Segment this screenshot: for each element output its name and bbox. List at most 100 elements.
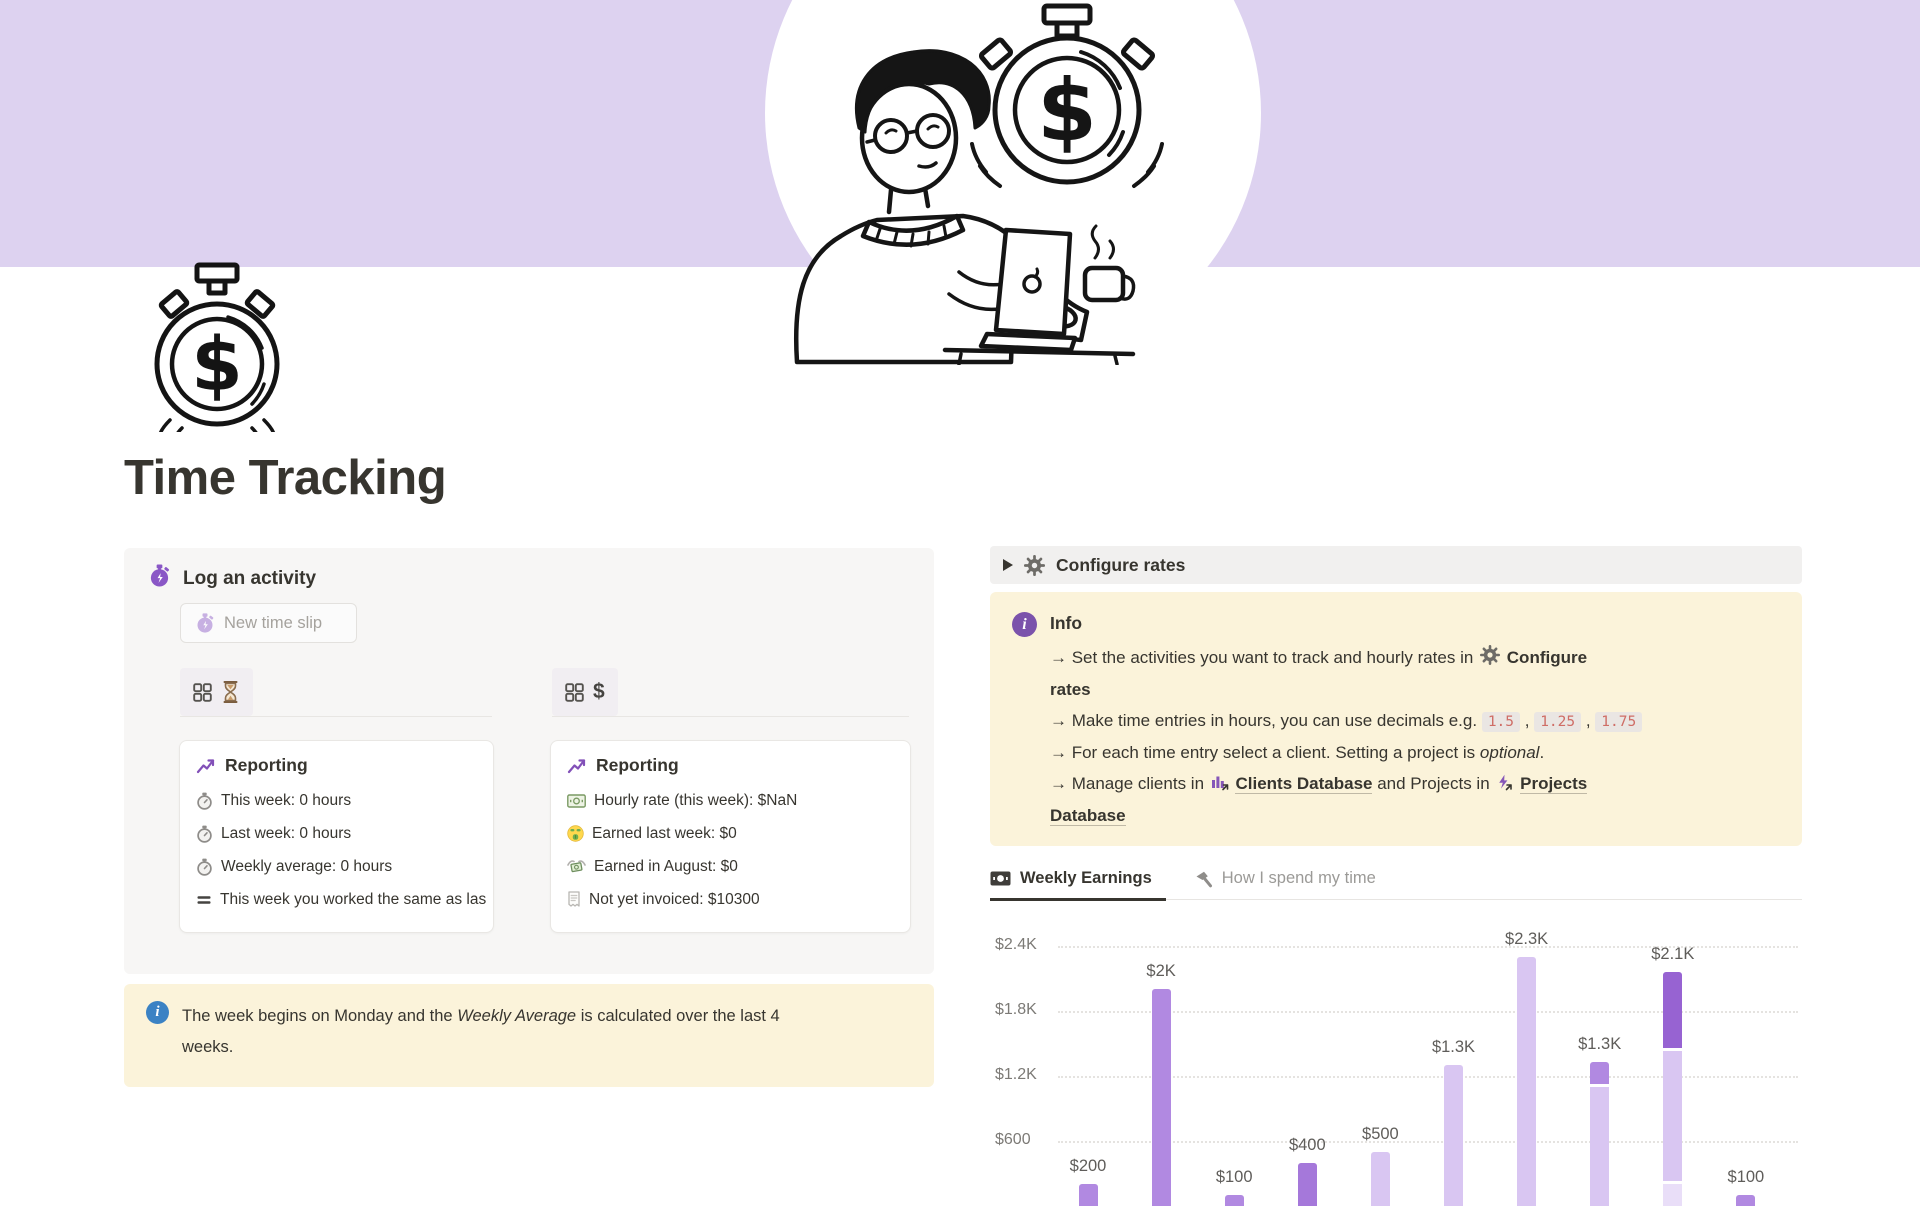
gridline bbox=[1058, 946, 1798, 948]
info-text: . bbox=[1539, 742, 1545, 762]
banknote-tab-icon bbox=[990, 871, 1011, 886]
configure-rates-label: Configure rates bbox=[1056, 554, 1186, 575]
laptop-desk-illustration bbox=[942, 224, 1136, 365]
y-tick-label: $1.8K bbox=[995, 1001, 1037, 1018]
report-row-text: Earned in August: $0 bbox=[594, 857, 738, 875]
report-row: Earned in August: $0 bbox=[567, 850, 894, 883]
bar-segment bbox=[1224, 1195, 1244, 1206]
info-text: Configure bbox=[1506, 648, 1588, 667]
reporting-card-hours[interactable]: Reporting This week: 0 hours Last week: 0… bbox=[179, 740, 494, 933]
report-row-text: This week: 0 hours bbox=[221, 791, 352, 809]
configure-rates-toggle[interactable]: Configure rates bbox=[990, 546, 1802, 584]
projects-database-icon bbox=[1496, 774, 1513, 791]
reporting-card-title: Reporting bbox=[196, 755, 477, 776]
linked-view-time-slips[interactable] bbox=[180, 668, 253, 716]
gridline bbox=[1058, 1141, 1798, 1143]
chart-bar[interactable] bbox=[1590, 1062, 1610, 1206]
info-text: → For each time entry select a client. S… bbox=[1050, 742, 1480, 762]
info-icon-purple: i bbox=[1012, 612, 1037, 637]
bar-segment bbox=[1370, 1152, 1390, 1206]
monday-info-callout: i The week begins on Monday and the Week… bbox=[124, 984, 934, 1087]
info-callout-body: → Set the activities you want to track a… bbox=[1050, 642, 1780, 831]
linked-view-earnings[interactable]: $ bbox=[552, 668, 618, 716]
info-callout: i Info → Set the activities you want to … bbox=[990, 592, 1802, 846]
bar-segment bbox=[1517, 957, 1537, 1206]
page-title: Time Tracking bbox=[124, 451, 447, 505]
page-link[interactable]: Projects bbox=[1520, 774, 1588, 794]
bar-value-label: $1.3K bbox=[1431, 1038, 1476, 1056]
gridline bbox=[1058, 1076, 1798, 1078]
inline-code: 1.25 bbox=[1534, 712, 1582, 732]
report-row-text: Earned last week: $0 bbox=[592, 824, 737, 842]
info-line: → Set the activities you want to track a… bbox=[1050, 642, 1780, 674]
chart-bar[interactable] bbox=[1736, 1195, 1756, 1206]
y-tick-label: $1.2K bbox=[995, 1066, 1037, 1083]
page-link[interactable]: Clients Database bbox=[1235, 774, 1373, 794]
equals-icon bbox=[196, 892, 212, 908]
report-row: Hourly rate (this week): $NaN bbox=[567, 784, 894, 817]
dollar-sign-icon: $ bbox=[593, 680, 605, 703]
info-callout-title: Info bbox=[1050, 613, 1083, 633]
bar-segment bbox=[1444, 1065, 1463, 1206]
bar-segment bbox=[1297, 1163, 1317, 1206]
info-text: , bbox=[1520, 711, 1535, 730]
page-link[interactable]: Database bbox=[1050, 805, 1126, 826]
chart-bar[interactable] bbox=[1663, 972, 1683, 1206]
report-row: Not yet invoiced: $10300 bbox=[567, 883, 894, 916]
chart-bar[interactable] bbox=[1078, 1184, 1098, 1206]
report-row-text: Weekly average: 0 hours bbox=[221, 857, 393, 875]
money-stopwatch-illustration bbox=[970, 3, 1164, 188]
new-time-slip-button[interactable]: New time slip bbox=[180, 603, 357, 643]
log-activity-heading: Log an activity bbox=[148, 564, 316, 593]
report-row: Last week: 0 hours bbox=[196, 817, 477, 850]
chart-bar[interactable] bbox=[1297, 1163, 1317, 1206]
chart-bar[interactable] bbox=[1517, 957, 1537, 1206]
tab-label: Weekly Earnings bbox=[1020, 868, 1152, 887]
stopwatch-icon bbox=[196, 858, 213, 876]
report-row-text: Not yet invoiced: $10300 bbox=[589, 890, 760, 908]
stopwatch-purple-icon bbox=[148, 564, 171, 593]
page-icon-money-stopwatch[interactable]: $ bbox=[150, 262, 284, 432]
bar-segment bbox=[1151, 989, 1171, 1206]
banknote-icon bbox=[567, 793, 586, 808]
grid-view-icon bbox=[193, 682, 212, 702]
chart-bar[interactable] bbox=[1444, 1065, 1463, 1206]
bar-value-label: $200 bbox=[1069, 1157, 1107, 1175]
report-row: This week: 0 hours bbox=[196, 784, 477, 817]
reporting-card-earnings[interactable]: Reporting Hourly rate (this week): $NaN E… bbox=[550, 740, 911, 933]
view-divider bbox=[552, 716, 909, 717]
tab-how-i-spend-my-time[interactable]: How I spend my time bbox=[1194, 858, 1390, 899]
bar-segment bbox=[1663, 972, 1683, 1048]
chart-bar[interactable] bbox=[1224, 1195, 1244, 1206]
info-text: , bbox=[1581, 711, 1596, 730]
info-icon: i bbox=[146, 1001, 169, 1024]
info-line: → Make time entries in hours, you can us… bbox=[1050, 705, 1780, 737]
grid-view-icon bbox=[565, 682, 584, 702]
view-divider bbox=[180, 716, 492, 717]
dollar-sign: $ bbox=[1037, 61, 1097, 161]
report-row-text: Last week: 0 hours bbox=[221, 824, 352, 842]
clients-database-icon bbox=[1211, 774, 1229, 791]
report-row-text: Hourly rate (this week): $NaN bbox=[594, 791, 798, 809]
bar-value-label: $1.3K bbox=[1578, 1035, 1622, 1053]
gear-icon bbox=[1480, 645, 1501, 665]
money-wings-icon bbox=[567, 859, 586, 874]
tab-label: How I spend my time bbox=[1221, 869, 1376, 887]
inline-code: 1.5 bbox=[1481, 712, 1521, 732]
new-time-slip-label: New time slip bbox=[224, 613, 323, 632]
report-row: This week you worked the same as las bbox=[196, 883, 486, 916]
bar-segment bbox=[1590, 1062, 1610, 1084]
money-mouth-icon bbox=[567, 825, 584, 842]
stopwatch-icon bbox=[196, 825, 213, 843]
tab-weekly-earnings[interactable]: Weekly Earnings bbox=[990, 858, 1166, 901]
svg-text:$: $ bbox=[191, 322, 243, 408]
cover-illustration: $ bbox=[765, 0, 1261, 365]
hammer-icon bbox=[1194, 870, 1213, 888]
chart-increasing-icon bbox=[567, 756, 587, 776]
bar-segment bbox=[1663, 1184, 1683, 1206]
chart-bar[interactable] bbox=[1370, 1152, 1390, 1206]
hourglass-icon bbox=[221, 681, 240, 703]
chart-bar[interactable] bbox=[1151, 989, 1171, 1206]
toggle-triangle-icon[interactable] bbox=[1003, 559, 1013, 571]
inline-code: 1.75 bbox=[1595, 712, 1643, 732]
